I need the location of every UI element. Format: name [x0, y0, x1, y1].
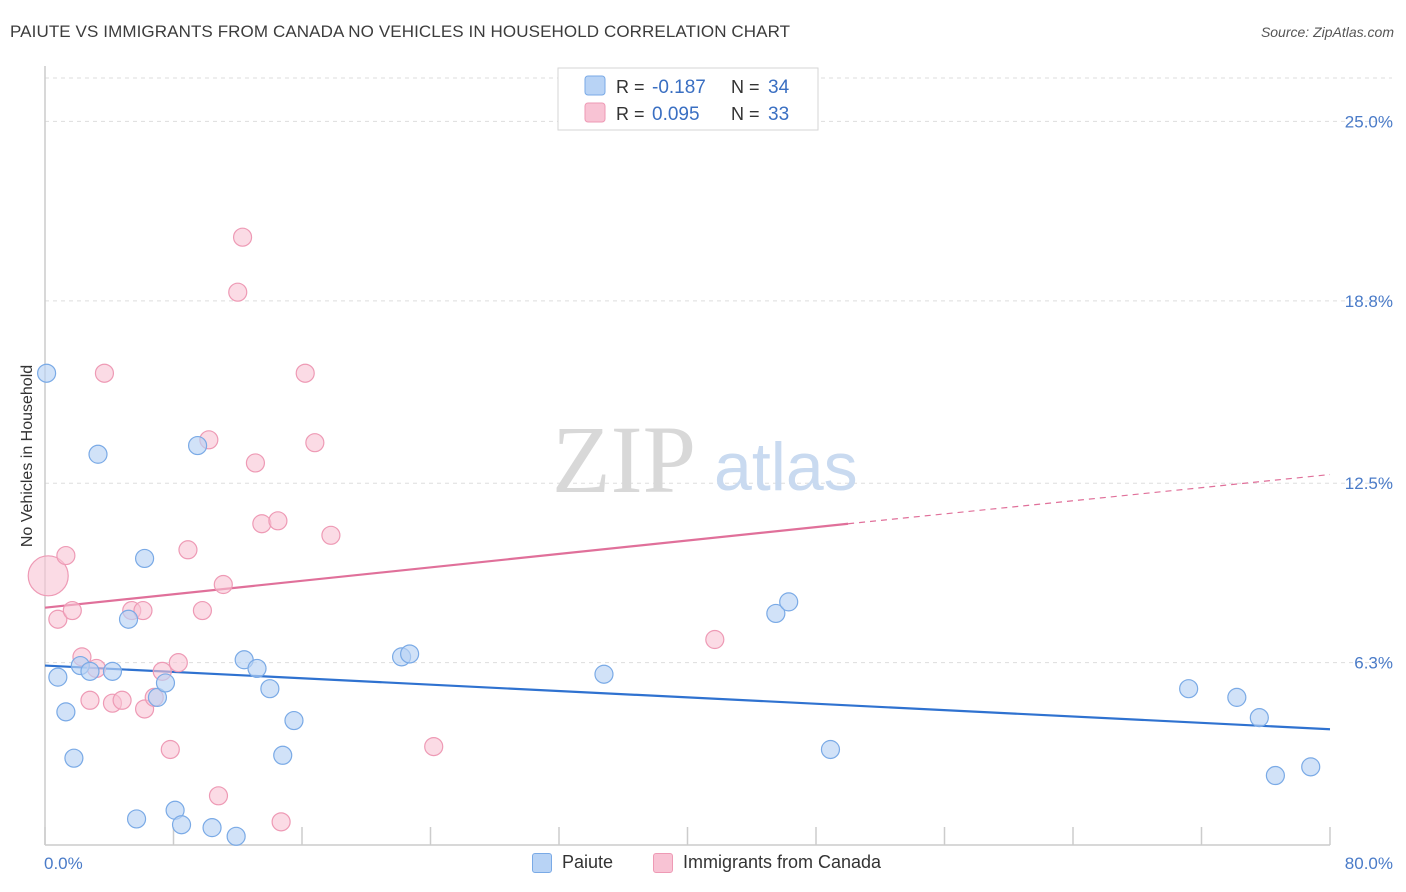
data-point-paiute [273, 745, 293, 765]
trend-line-paiute [44, 664, 1331, 731]
data-point-paiute [147, 687, 168, 707]
data-point-immigrants-from-canada [160, 739, 180, 760]
data-point-immigrants-from-canada [213, 574, 233, 595]
x-tick-label: 0.0% [44, 854, 83, 873]
data-point-immigrants-from-canada [178, 540, 198, 560]
legend-box: R = -0.187 N = 34 R = 0.095 N = 33 [557, 67, 819, 131]
data-point-paiute [48, 667, 68, 687]
data-point-paiute [1179, 679, 1199, 699]
chart-title: PAIUTE VS IMMIGRANTS FROM CANADA NO VEHI… [10, 22, 791, 41]
data-point-paiute [56, 702, 76, 722]
grid-lines [45, 77, 1392, 664]
data-point-paiute [766, 603, 786, 624]
legend-r-label: R = [616, 104, 645, 124]
legend-swatch-paiute [584, 75, 606, 96]
data-point-immigrants-from-canada [48, 609, 68, 629]
data-point-immigrants-from-canada [232, 227, 253, 247]
legend-n-value: 34 [768, 77, 790, 98]
data-point-paiute [102, 661, 123, 681]
legend-n-label: N = [731, 104, 760, 124]
watermark: ZIP atlas [552, 406, 858, 513]
data-point-immigrants-from-canada [252, 514, 272, 534]
legend-swatch-paiute [532, 852, 552, 873]
data-point-paiute [202, 818, 222, 838]
data-point-immigrants-from-canada [168, 653, 188, 673]
data-point-paiute [284, 710, 304, 731]
data-point-paiute [779, 592, 799, 612]
data-point-paiute [594, 664, 614, 684]
legend-r-label: R = [616, 77, 645, 97]
data-point-paiute [171, 815, 192, 835]
legend-r-value: 0.095 [652, 104, 700, 125]
data-point-paiute [247, 658, 267, 679]
y-tick-label: 18.8% [1345, 292, 1393, 311]
legend-item-paiute: Paiute [532, 852, 613, 873]
legend-label-immigrants-from-canada: Immigrants from Canada [683, 852, 882, 872]
data-point-paiute [88, 444, 108, 464]
data-point-immigrants-from-canada [27, 555, 69, 597]
data-point-paiute [1249, 708, 1269, 728]
data-point-paiute [155, 673, 176, 693]
legend-r-value: -0.187 [652, 77, 706, 98]
x-tick-label: 80.0% [1345, 854, 1393, 873]
data-point-paiute [400, 644, 420, 664]
data-point-immigrants-from-canada [321, 525, 341, 545]
data-point-immigrants-from-canada [228, 282, 248, 302]
data-point-immigrants-from-canada [268, 511, 288, 531]
chart-source: Source: ZipAtlas.com [1260, 24, 1394, 40]
data-point-paiute [126, 809, 147, 829]
data-point-paiute [820, 739, 841, 760]
legend-item-immigrants-from-canada: Immigrants from Canada [653, 852, 881, 873]
legend-swatch-immigrants-from-canada [653, 852, 673, 873]
y-tick-label: 25.0% [1345, 112, 1393, 131]
watermark-atlas: atlas [714, 429, 858, 505]
data-point-paiute [1227, 687, 1247, 707]
data-point-paiute [1265, 765, 1285, 786]
data-point-paiute [80, 661, 100, 681]
y-tick-label: 12.5% [1345, 474, 1393, 493]
data-point-immigrants-from-canada [295, 363, 315, 383]
data-point-paiute [187, 435, 208, 456]
data-point-immigrants-from-canada [56, 545, 76, 566]
data-point-paiute [118, 609, 139, 629]
tick-labels: 6.3% 12.5% 18.8% 25.0% 0.0% 80.0% [44, 112, 1393, 873]
data-point-paiute [260, 679, 280, 699]
data-point-paiute [134, 548, 155, 569]
data-point-immigrants-from-canada [705, 629, 725, 650]
data-point-immigrants-from-canada [112, 690, 132, 710]
data-point-immigrants-from-canada [80, 690, 100, 710]
data-point-paiute [226, 826, 246, 846]
data-point-immigrants-from-canada [245, 453, 266, 473]
data-point-immigrants-from-canada [94, 363, 115, 383]
data-point-immigrants-from-canada [424, 736, 444, 757]
trend-line-extension [848, 473, 1331, 525]
axes [44, 66, 1331, 846]
bottom-legend: Paiute Immigrants from Canada [0, 852, 1406, 878]
legend-n-label: N = [731, 77, 760, 97]
data-point-paiute [1301, 757, 1321, 777]
data-point-paiute [64, 748, 84, 768]
data-point-immigrants-from-canada [62, 600, 82, 621]
data-points [27, 227, 1321, 846]
data-point-immigrants-from-canada [305, 433, 325, 453]
data-point-immigrants-from-canada [271, 812, 291, 832]
data-point-immigrants-from-canada [192, 600, 213, 621]
data-point-immigrants-from-canada [133, 600, 153, 621]
trend-line-immigrants-from-canada [44, 522, 849, 609]
legend-label-paiute: Paiute [562, 852, 614, 872]
legend-n-value: 33 [768, 104, 789, 125]
data-point-paiute [37, 363, 57, 383]
y-tick-label: 6.3% [1354, 654, 1393, 673]
data-point-immigrants-from-canada [208, 786, 229, 806]
legend-swatch-immigrants-from-canada [584, 102, 606, 123]
watermark-zip: ZIP [552, 406, 696, 513]
